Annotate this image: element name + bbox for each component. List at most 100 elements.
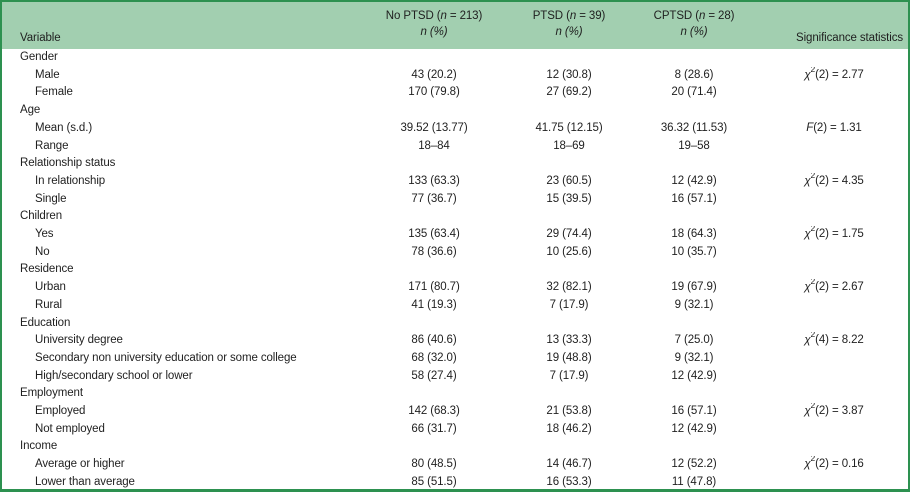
value-cell-no-ptsd: 170 (79.8) [408, 86, 460, 99]
value-cell-no-ptsd: 66 (31.7) [411, 422, 457, 435]
column-header-significance: Significance statistics [760, 2, 908, 49]
row-label: In relationship [35, 174, 106, 187]
significance-cell: F(2) = 1.31 [760, 120, 908, 138]
value-cell-no-ptsd: 18–84 [418, 139, 450, 152]
column-header-ptsd: PTSD (n = 39) n (%) [510, 2, 628, 49]
row-label: Male [35, 68, 60, 81]
header-row: Variable No PTSD (n = 213) n (%) PTSD (n… [2, 2, 908, 49]
value-cell-no-ptsd: 80 (48.5) [411, 458, 457, 471]
value-cell-cptsd: 11 (47.8) [628, 473, 760, 489]
value-cell-no-ptsd: 171 (80.7) [408, 281, 460, 294]
value-cell-ptsd: 41.75 (12.15) [535, 121, 603, 134]
stat-superscript: 2 [810, 172, 816, 181]
stat-symbol: χ [804, 228, 811, 241]
significance-cell: χ2(2) = 4.35 [760, 173, 908, 191]
column-header-no-ptsd: No PTSD (n = 213) n (%) [358, 2, 510, 49]
row-label: Rural [35, 298, 62, 311]
value-cell-cptsd: 12 (42.9) [671, 174, 717, 187]
table-row: No 78 (36.6) 10 (25.6) 10 (35.7) [2, 244, 908, 262]
row-label: Yes [35, 228, 54, 241]
value-cell-cptsd: 9 (32.1) [674, 351, 714, 364]
significance-cell [760, 350, 908, 368]
value-cell-cptsd: 7 (25.0) [674, 334, 714, 347]
value-cell-ptsd: 27 (69.2) [546, 86, 592, 99]
value-cell-ptsd: 23 (60.5) [546, 174, 592, 187]
value-cell-ptsd: 7 (17.9) [549, 369, 589, 382]
section-row: Education [2, 315, 908, 333]
table-row: Lower than average 85 (51.5) 16 (53.3) 11 (… [2, 473, 908, 489]
significance-cell: χ2(4) = 8.22 [760, 332, 908, 350]
table-row: Secondary non university education or so… [2, 350, 908, 368]
value-cell-ptsd: 21 (53.8) [546, 405, 592, 418]
group-subheader: n (%) [420, 26, 448, 38]
significance-cell [760, 244, 908, 262]
stat-superscript: 2 [810, 279, 816, 287]
stat-rest: (2) = 2.77 [815, 68, 864, 81]
column-header-variable: Variable [2, 2, 358, 49]
value-cell-cptsd: 10 (35.7) [671, 245, 717, 258]
significance-cell [760, 368, 908, 386]
stat-symbol: χ [804, 334, 811, 347]
group-title-nvar: n [440, 10, 447, 22]
value-cell-cptsd: 36.32 (11.53) [660, 121, 728, 134]
stat-superscript: 2 [810, 226, 816, 234]
value-cell-cptsd: 12 (42.9) [671, 422, 717, 435]
value-cell-no-ptsd: 78 (36.6) [411, 245, 457, 258]
significance-cell: χ2(2) = 2.77 [760, 67, 908, 85]
value-cell-no-ptsd: 39.52 (13.77) [400, 121, 468, 134]
group-title-text: CPTSD ( [653, 10, 699, 22]
row-label: Urban [35, 281, 66, 294]
stat-symbol: χ [804, 458, 811, 471]
column-header-cptsd: CPTSD (n = 28) n (%) [628, 2, 760, 49]
value-cell-cptsd: 16 (57.1) [671, 192, 717, 205]
row-label: No [35, 245, 50, 258]
table-row: Rural 41 (19.3) 7 (17.9) 9 (32.1) [2, 297, 908, 315]
group-title-text: = 28) [705, 10, 735, 22]
section-label: Children [20, 210, 63, 223]
row-label: High/secondary school or lower [35, 369, 193, 382]
group-title-nvar: n [569, 10, 577, 22]
value-cell-no-ptsd: 68 (32.0) [411, 351, 457, 364]
stat-rest: (2) = 3.87 [815, 405, 864, 418]
table-row: Urban 171 (80.7) 32 (82.1) 19 (67.9) χ2(2) =… [2, 279, 908, 297]
table-header: Variable No PTSD (n = 213) n (%) PTSD (n… [2, 2, 908, 49]
value-cell-no-ptsd: 135 (63.4) [408, 228, 460, 241]
value-cell-no-ptsd: 85 (51.5) [358, 473, 510, 489]
section-row: Residence [2, 261, 908, 279]
significance-cell [760, 138, 908, 156]
stat-superscript: 2 [810, 456, 816, 464]
stat-rest: (2) = 1.31 [813, 121, 862, 134]
significance-cell [760, 84, 908, 102]
table-row: Single 77 (36.7) 15 (39.5) 16 (57.1) [2, 191, 908, 209]
value-cell-no-ptsd: 58 (27.4) [411, 369, 457, 382]
stat-symbol: F [806, 121, 814, 134]
group-title-nvar: n [698, 10, 706, 22]
table-row: Female 170 (79.8) 27 (69.2) 20 (71.4) [2, 84, 908, 102]
section-row: Age [2, 102, 908, 120]
stat-symbol: χ [804, 174, 811, 187]
stat-superscript: 2 [810, 66, 816, 74]
value-cell-no-ptsd: 43 (20.2) [411, 68, 457, 81]
group-subheader: n (%) [680, 26, 708, 38]
value-cell-ptsd: 16 (53.3) [510, 473, 628, 489]
stat-symbol: χ [804, 68, 811, 81]
value-cell-ptsd: 10 (25.6) [546, 245, 592, 258]
table-row: Average or higher 80 (48.5) 14 (46.7) 12 (5… [2, 456, 908, 474]
table-row: Male 43 (20.2) 12 (30.8) 8 (28.6) χ2(2) = 2.… [2, 67, 908, 85]
section-label: Relationship status [20, 157, 116, 170]
section-label: Residence [20, 263, 74, 276]
table-body: Gender Male 43 (20.2) 12 (30.8) 8 (28.6) χ2(2… [2, 49, 908, 489]
section-row: Income [2, 438, 908, 456]
row-label: Average or higher [35, 458, 125, 471]
row-label: Single [35, 192, 67, 205]
section-row: Relationship status [2, 155, 908, 173]
section-row: Children [2, 208, 908, 226]
value-cell-cptsd: 20 (71.4) [671, 86, 717, 99]
group-title-text: = 213) [446, 10, 483, 22]
stat-superscript: 2 [810, 403, 816, 411]
section-label: Education [20, 316, 71, 329]
value-cell-ptsd: 14 (46.7) [546, 458, 592, 471]
value-cell-cptsd: 12 (52.2) [671, 458, 717, 471]
